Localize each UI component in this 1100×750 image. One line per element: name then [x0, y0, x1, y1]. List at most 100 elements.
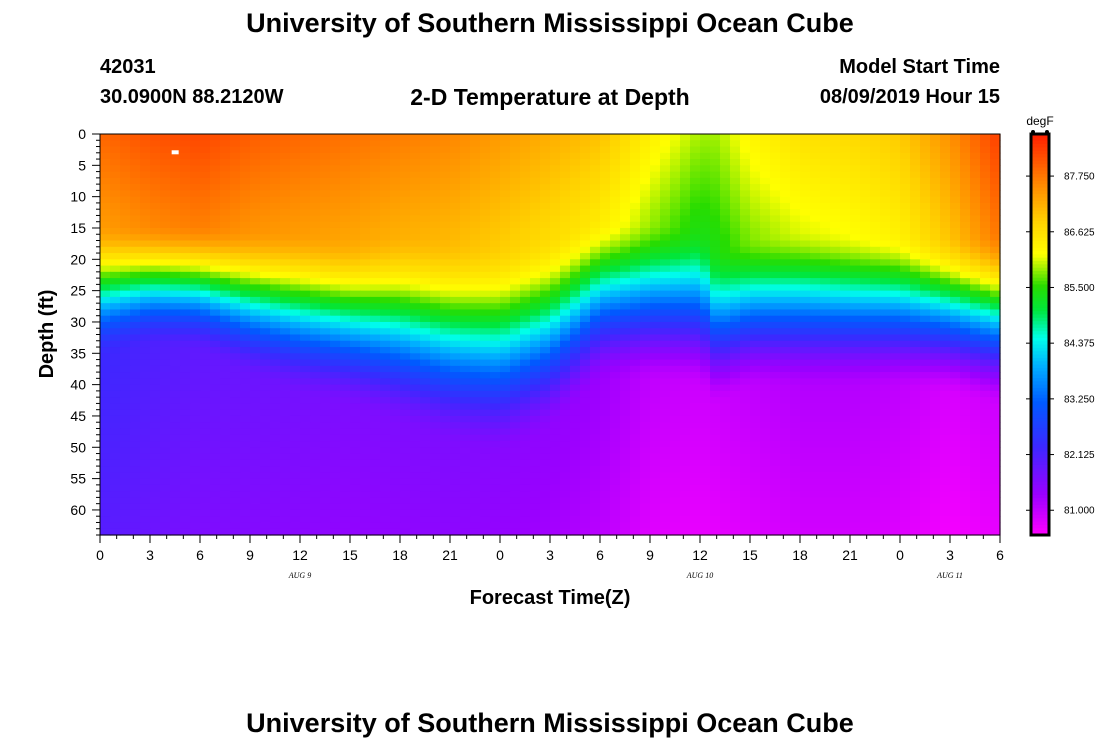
heatmap-cell — [980, 472, 991, 480]
heatmap-cell — [990, 378, 1001, 386]
heatmap-cell — [260, 284, 271, 292]
heatmap-cell — [410, 428, 421, 436]
heatmap-cell — [280, 271, 291, 279]
heatmap-cell — [880, 434, 891, 442]
heatmap-cell — [250, 271, 261, 279]
heatmap-cell — [510, 359, 521, 367]
heatmap-cell — [960, 447, 971, 455]
heatmap-cell — [460, 309, 471, 317]
heatmap-cell — [420, 384, 431, 392]
heatmap-cell — [260, 347, 271, 354]
heatmap-cell — [790, 221, 801, 229]
heatmap-cell — [280, 159, 291, 166]
heatmap-cell — [990, 403, 1001, 411]
heatmap-cell — [720, 221, 731, 229]
heatmap-cell — [270, 240, 281, 248]
heatmap-cell — [750, 265, 761, 273]
heatmap-cell — [120, 378, 131, 386]
heatmap-cell — [450, 340, 461, 348]
heatmap-cell — [210, 478, 221, 486]
heatmap-cell — [570, 234, 581, 242]
heatmap-cell — [680, 290, 691, 298]
heatmap-cell — [510, 221, 521, 229]
heatmap-cell — [760, 202, 771, 210]
heatmap-cell — [100, 359, 111, 367]
heatmap-cell — [990, 334, 1001, 342]
heatmap-cell — [550, 140, 561, 148]
heatmap-cell — [360, 365, 371, 373]
heatmap-cell — [510, 353, 521, 361]
heatmap-cell — [490, 152, 501, 160]
heatmap-cell — [900, 209, 911, 217]
heatmap-cell — [380, 221, 391, 229]
heatmap-cell — [100, 422, 111, 430]
heatmap-cell — [820, 372, 831, 379]
heatmap-cell — [360, 409, 371, 417]
heatmap-cell — [720, 334, 731, 342]
heatmap-cell — [390, 215, 401, 223]
heatmap-cell — [200, 403, 211, 411]
heatmap-cell — [580, 353, 591, 361]
heatmap-cell — [510, 177, 521, 185]
heatmap-cell — [840, 434, 851, 442]
heatmap-cell — [570, 240, 581, 248]
heatmap-cell — [350, 434, 361, 442]
heatmap-cell — [460, 340, 471, 348]
heatmap-cell — [610, 146, 621, 154]
heatmap-cell — [130, 196, 141, 204]
heatmap-cell — [380, 190, 391, 198]
heatmap-cell — [920, 209, 931, 217]
heatmap-cell — [380, 459, 391, 467]
heatmap-cell — [250, 378, 261, 386]
heatmap-cell — [360, 253, 371, 260]
heatmap-cell — [170, 434, 181, 442]
heatmap-cell — [570, 466, 581, 473]
heatmap-cell — [640, 246, 651, 254]
heatmap-cell — [720, 441, 731, 448]
heatmap-cell — [670, 215, 681, 223]
heatmap-cell — [450, 365, 461, 373]
heatmap-cell — [340, 246, 351, 254]
heatmap-cell — [470, 234, 481, 242]
heatmap-cell — [990, 196, 1001, 204]
heatmap-cell — [350, 177, 361, 185]
heatmap-cell — [100, 171, 111, 179]
heatmap-cell — [160, 159, 171, 166]
heatmap-cell — [810, 165, 821, 173]
heatmap-cell — [260, 215, 271, 223]
heatmap-cell — [220, 422, 231, 430]
heatmap-cell — [130, 290, 141, 298]
heatmap-cell — [360, 196, 371, 204]
heatmap-cell — [400, 315, 411, 323]
heatmap-cell — [560, 415, 571, 423]
heatmap-cell — [390, 340, 401, 348]
heatmap-cell — [270, 334, 281, 342]
heatmap-cell — [360, 390, 371, 398]
heatmap-cell — [990, 265, 1001, 273]
heatmap-cell — [280, 221, 291, 229]
heatmap-cell — [290, 328, 301, 336]
heatmap-cell — [410, 209, 421, 217]
heatmap-cell — [170, 378, 181, 386]
heatmap-cell — [710, 303, 721, 311]
heatmap-cell — [650, 303, 661, 311]
heatmap-cell — [750, 390, 761, 398]
heatmap-cell — [340, 146, 351, 154]
heatmap-cell — [830, 384, 841, 392]
heatmap-cell — [320, 303, 331, 311]
heatmap-cell — [760, 365, 771, 373]
heatmap-cell — [340, 140, 351, 148]
heatmap-cell — [420, 221, 431, 229]
heatmap-cell — [770, 165, 781, 173]
heatmap-cell — [350, 234, 361, 242]
heatmap-cell — [100, 202, 111, 210]
heatmap-cell — [320, 397, 331, 405]
heatmap-cell — [500, 334, 511, 342]
heatmap-cell — [800, 466, 811, 473]
heatmap-cell — [370, 453, 381, 461]
heatmap-cell — [180, 202, 191, 210]
heatmap-cell — [640, 152, 651, 160]
heatmap-cell — [950, 209, 961, 217]
heatmap-cell — [100, 296, 111, 304]
heatmap-cell — [780, 428, 791, 436]
